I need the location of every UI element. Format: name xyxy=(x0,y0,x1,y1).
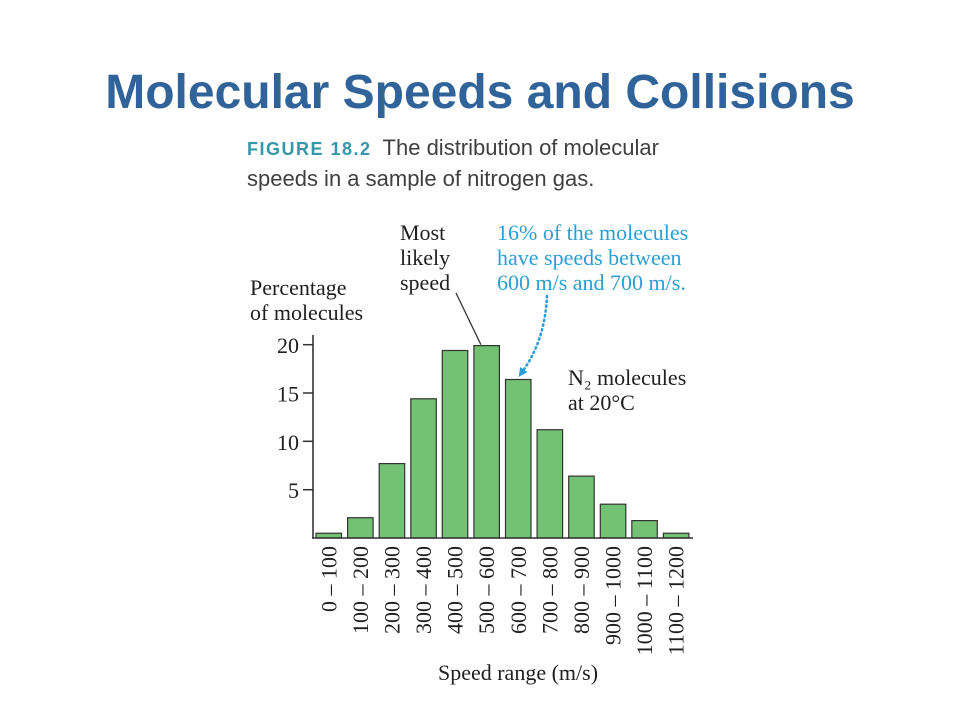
x-axis-label: Speed range (m/s) xyxy=(438,660,598,685)
annotation-n2-conditions: N₂ molecules at 20°C xyxy=(568,365,686,415)
y-axis-label-line-2: of molecules xyxy=(250,300,363,325)
y-tick-label: 10 xyxy=(277,430,299,455)
annotation-text: Most xyxy=(400,220,445,245)
x-category-label: 600 – 700 xyxy=(506,546,531,634)
bar-9 xyxy=(568,475,595,539)
x-category-label: 100 – 200 xyxy=(348,546,373,634)
bar-6 xyxy=(473,345,500,539)
figure-label: FIGURE 18.2 xyxy=(247,139,372,159)
annotation-text: 16% of the molecules xyxy=(497,220,688,245)
x-category-label: 500 – 600 xyxy=(474,546,499,634)
annotation-text: likely xyxy=(400,245,450,270)
x-category-label: 400 – 500 xyxy=(443,546,468,634)
bar-5 xyxy=(441,349,469,539)
y-tick-label: 15 xyxy=(277,382,299,407)
bar-10 xyxy=(599,503,627,539)
slide-title: Molecular Speeds and Collisions xyxy=(105,66,855,119)
annotation-text: at 20°C xyxy=(568,390,635,415)
y-ticks: 5 10 15 20 xyxy=(277,333,313,503)
x-category-label: 1100 – 1200 xyxy=(664,546,689,655)
y-axis-label-line-1: Percentage xyxy=(250,275,347,300)
y-axis-label: Percentage of molecules xyxy=(250,275,363,325)
x-category-label: 200 – 300 xyxy=(379,546,404,634)
x-category-label: 0 – 100 xyxy=(316,546,341,612)
figure-caption-text-1: The distribution of molecular xyxy=(382,135,659,160)
bar-11 xyxy=(631,519,658,539)
bar-3 xyxy=(378,463,406,539)
annotation-16-percent: 16% of the molecules have speeds between… xyxy=(497,220,688,377)
figure-caption: FIGURE 18.2 The distribution of molecular… xyxy=(247,133,807,193)
annotation-text: N₂ molecules xyxy=(568,365,686,390)
annotation-most-likely-speed: Most likely speed xyxy=(400,220,482,345)
annotation-text: speed xyxy=(400,270,450,295)
x-category-labels: 0 – 100 100 – 200 200 – 300 300 – 400 400 – … xyxy=(316,546,688,655)
x-category-label: 800 – 900 xyxy=(569,546,594,634)
most-likely-speed-pointer xyxy=(455,292,482,345)
y-tick-label: 20 xyxy=(277,333,299,358)
x-category-label: 300 – 400 xyxy=(411,546,436,634)
bar-8 xyxy=(536,429,564,539)
figure-caption-line-1: FIGURE 18.2 The distribution of molecular xyxy=(247,133,807,164)
x-category-label: 900 – 1000 xyxy=(601,546,626,645)
dotted-arrow-pointer xyxy=(518,294,549,377)
bar-2 xyxy=(347,517,374,539)
annotation-text: 600 m/s and 700 m/s. xyxy=(497,270,686,295)
bars xyxy=(315,345,690,539)
x-category-label: 1000 – 1100 xyxy=(632,546,657,655)
bar-4 xyxy=(410,398,437,539)
x-category-label: 700 – 800 xyxy=(537,546,562,634)
figure-caption-text-2: speeds in a sample of nitrogen gas. xyxy=(247,166,595,191)
y-tick-label: 5 xyxy=(288,478,299,503)
annotation-text: have speeds between xyxy=(497,245,681,270)
bar-7 xyxy=(504,378,532,539)
